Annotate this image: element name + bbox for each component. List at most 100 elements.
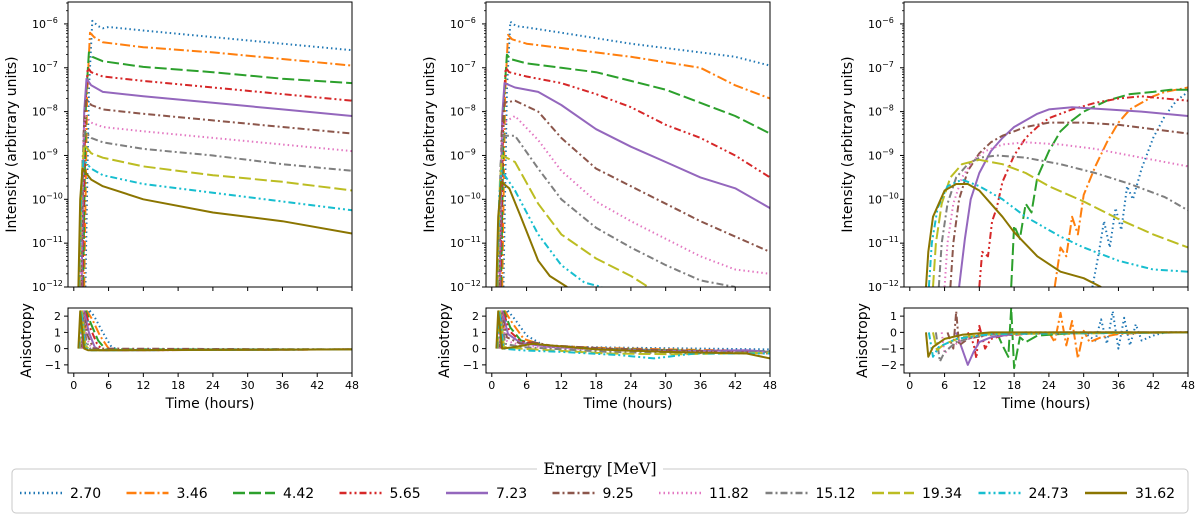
intensity-series-15.12 bbox=[78, 130, 352, 287]
anisotropy-xtick-label: 6 bbox=[941, 379, 948, 392]
anisotropy-xtick-label: 30 bbox=[659, 379, 673, 392]
anisotropy-xtick-label: 30 bbox=[1077, 379, 1091, 392]
intensity-plot-area bbox=[925, 86, 1188, 287]
intensity-series-4.42 bbox=[1010, 88, 1188, 287]
anisotropy-axes-frame bbox=[485, 307, 771, 374]
anisotropy-series-7.23 bbox=[498, 310, 770, 353]
intensity-ytick-label: 10−10 bbox=[450, 191, 481, 206]
anisotropy-series-4.42 bbox=[500, 310, 770, 353]
anisotropy-series-15.12 bbox=[78, 310, 352, 352]
intensity-series-3.46 bbox=[83, 31, 352, 287]
intensity-ytick-label: 10−7 bbox=[868, 60, 894, 75]
intensity-ytick-label: 10−8 bbox=[450, 104, 476, 119]
intensity-ytick-label: 10−11 bbox=[868, 235, 899, 250]
intensity-series-3.46 bbox=[501, 33, 770, 287]
intensity-ytick-label: 10−7 bbox=[32, 60, 58, 75]
anisotropy-xtick-label: 36 bbox=[693, 379, 707, 392]
anisotropy-ytick-label: 1 bbox=[890, 310, 897, 323]
intensity-series-4.42 bbox=[500, 53, 770, 287]
intensity-ytick-label: 10−7 bbox=[450, 60, 476, 75]
anisotropy-ytick-label: −1 bbox=[881, 343, 897, 356]
intensity-series-9.25 bbox=[80, 97, 352, 287]
legend-label-15.12: 15.12 bbox=[816, 486, 856, 502]
anisotropy-axes-frame bbox=[67, 307, 353, 374]
anisotropy-xtick-label: 0 bbox=[906, 379, 913, 392]
intensity-series-2.70 bbox=[502, 20, 770, 287]
anisotropy-xtick-label: 12 bbox=[554, 379, 568, 392]
legend-label-2.70: 2.70 bbox=[70, 486, 101, 502]
intensity-series-7.23 bbox=[80, 77, 352, 287]
legend-title: Energy [MeV] bbox=[543, 459, 656, 478]
anisotropy-series-4.42 bbox=[82, 310, 352, 351]
anisotropy-axes-frame bbox=[903, 307, 1189, 374]
anisotropy-xtick-label: 0 bbox=[70, 379, 77, 392]
anisotropy-xtick-label: 6 bbox=[523, 379, 530, 392]
anisotropy-series-15.12 bbox=[496, 310, 770, 355]
anisotropy-xtick-label: 24 bbox=[1042, 379, 1056, 392]
anisotropy-series-7.23 bbox=[80, 310, 352, 352]
intensity-series-7.23 bbox=[958, 106, 1188, 287]
intensity-axes-frame bbox=[903, 1, 1189, 288]
anisotropy-ylabel: Anisotropy bbox=[19, 303, 35, 378]
anisotropy-ytick-label: −1 bbox=[45, 359, 61, 372]
anisotropy-xtick-label: 24 bbox=[624, 379, 638, 392]
legend-label-9.25: 9.25 bbox=[603, 486, 634, 502]
legend-label-19.34: 19.34 bbox=[922, 486, 962, 502]
anisotropy-series-31.62 bbox=[495, 310, 770, 360]
intensity-ytick-label: 10−6 bbox=[32, 16, 58, 31]
anisotropy-series-31.62 bbox=[77, 310, 352, 352]
anisotropy-ytick-label: −2 bbox=[881, 359, 897, 372]
intensity-ytick-label: 10−12 bbox=[868, 279, 899, 294]
intensity-ytick-label: 10−12 bbox=[450, 279, 481, 294]
intensity-series-15.12 bbox=[496, 134, 736, 287]
anisotropy-xtick-label: 42 bbox=[310, 379, 324, 392]
anisotropy-xtick-label: 36 bbox=[1111, 379, 1125, 392]
intensity-series-31.62 bbox=[925, 183, 1102, 287]
anisotropy-series-19.34 bbox=[78, 310, 352, 352]
anisotropy-series-4.42 bbox=[995, 308, 1188, 370]
intensity-ytick-label: 10−6 bbox=[868, 16, 894, 31]
anisotropy-series-3.46 bbox=[83, 310, 352, 352]
anisotropy-xtick-label: 48 bbox=[1181, 379, 1195, 392]
intensity-ytick-label: 10−9 bbox=[32, 147, 58, 162]
legend-label-7.23: 7.23 bbox=[496, 486, 527, 502]
intensity-series-11.82 bbox=[79, 115, 352, 287]
anisotropy-xlabel: Time (hours) bbox=[165, 396, 255, 412]
intensity-ytick-label: 10−9 bbox=[450, 147, 476, 162]
anisotropy-series-24.73 bbox=[77, 310, 352, 352]
anisotropy-plot-area bbox=[77, 308, 352, 352]
legend-title-backdrop bbox=[537, 461, 663, 477]
intensity-ylabel: Intensity (arbitrary units) bbox=[422, 56, 438, 232]
panel-2: 10−1210−1110−1010−910−810−710−6Intensity… bbox=[422, 1, 777, 412]
anisotropy-xtick-label: 36 bbox=[275, 379, 289, 392]
intensity-series-31.62 bbox=[495, 180, 568, 287]
anisotropy-ytick-label: 1 bbox=[54, 326, 61, 339]
anisotropy-series-2.70 bbox=[84, 308, 352, 352]
intensity-ytick-label: 10−12 bbox=[32, 279, 63, 294]
intensity-series-5.65 bbox=[499, 66, 770, 287]
anisotropy-plot-area bbox=[925, 308, 1188, 370]
intensity-series-15.12 bbox=[937, 154, 1188, 287]
anisotropy-series-31.62 bbox=[925, 331, 1188, 358]
intensity-ytick-label: 10−8 bbox=[868, 104, 894, 119]
anisotropy-ytick-label: 1 bbox=[472, 326, 479, 339]
intensity-series-7.23 bbox=[498, 82, 770, 287]
anisotropy-series-2.70 bbox=[502, 308, 770, 351]
anisotropy-xtick-label: 18 bbox=[171, 379, 185, 392]
legend-label-3.46: 3.46 bbox=[177, 486, 208, 502]
anisotropy-series-9.25 bbox=[80, 310, 352, 351]
anisotropy-xtick-label: 6 bbox=[105, 379, 112, 392]
panel-1: 10−1210−1110−1010−910−810−710−6Intensity… bbox=[4, 1, 359, 412]
intensity-ytick-label: 10−11 bbox=[32, 235, 63, 250]
intensity-series-5.65 bbox=[978, 95, 1188, 287]
intensity-axes-frame bbox=[67, 1, 353, 288]
anisotropy-ytick-label: 2 bbox=[472, 310, 479, 323]
anisotropy-ytick-label: 2 bbox=[54, 310, 61, 323]
intensity-series-3.46 bbox=[1053, 86, 1188, 287]
anisotropy-series-24.73 bbox=[927, 331, 1188, 358]
anisotropy-series-19.34 bbox=[932, 331, 1188, 352]
intensity-series-4.42 bbox=[82, 51, 352, 287]
intensity-series-31.62 bbox=[77, 167, 352, 287]
anisotropy-xtick-label: 48 bbox=[763, 379, 777, 392]
